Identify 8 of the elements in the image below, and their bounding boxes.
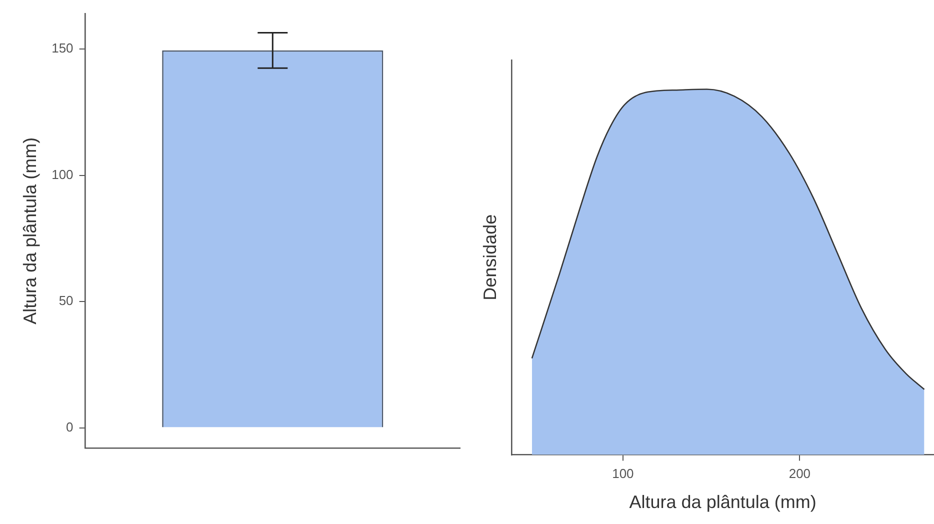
- x-tick-label: 200: [788, 466, 811, 482]
- y-axis-title: Densidade: [480, 214, 500, 300]
- y-axis-title: Altura da plântula (mm): [20, 137, 40, 324]
- y-tick-label: 100: [52, 166, 74, 182]
- x-axis-title: Altura da plântula (mm): [629, 492, 816, 512]
- y-tick-label: 0: [66, 419, 74, 434]
- y-tick-label: 50: [58, 293, 74, 308]
- y-tick-label: 150: [52, 40, 74, 56]
